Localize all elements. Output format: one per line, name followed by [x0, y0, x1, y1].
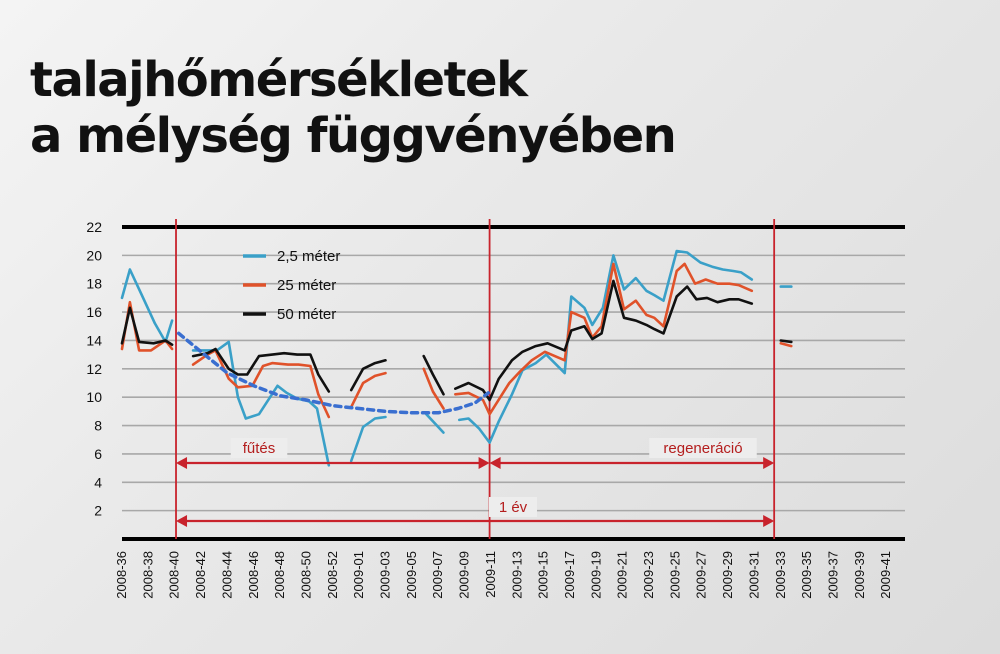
x-tick-label: 2008-48 [272, 551, 287, 599]
y-tick-label: 6 [94, 446, 102, 462]
series-line-segment [779, 339, 793, 344]
x-tick-label: 2009-29 [720, 551, 735, 599]
x-tick-label: 2009-23 [641, 551, 656, 599]
x-tick-labels: 2008-36 2008-38 2008-40 2008-42 2008-44 2008-… [114, 551, 893, 599]
arrow-head-left [489, 457, 501, 469]
x-tick-label: 2009-11 [483, 551, 498, 598]
x-tick-label: 2009-27 [694, 551, 709, 599]
series-line-segment [120, 306, 174, 347]
grid-layer [122, 225, 905, 541]
series-line-segment [176, 331, 491, 415]
x-tick-label: 2009-13 [509, 551, 524, 599]
year-label-bg [489, 497, 537, 517]
x-tick-label: 2009-19 [588, 551, 603, 599]
series-line-segment [453, 279, 754, 402]
y-tick-label: 4 [94, 474, 102, 490]
regeneration-label-bg [649, 438, 757, 458]
legend: 2,5 méter 25 méter 50 méter [243, 248, 340, 323]
x-tick-label: 2009-33 [773, 551, 788, 599]
x-tick-label: 2008-50 [298, 551, 313, 599]
arrow-head-right [763, 457, 775, 469]
x-tick-label: 2009-15 [536, 551, 551, 599]
legend-label: 25 méter [277, 277, 336, 294]
x-tick-label: 2008-52 [325, 551, 340, 599]
y-tick-label: 12 [86, 361, 102, 377]
x-tick-label: 2008-36 [114, 551, 129, 599]
x-tick-label: 2009-25 [667, 551, 682, 599]
annotations: fűtés regeneráció 1 év [176, 438, 775, 527]
arrow-head-left [176, 515, 188, 527]
x-tick-label: 2009-31 [746, 551, 761, 599]
arrow-head-right [763, 515, 775, 527]
x-tick-label: 2009-17 [562, 551, 577, 599]
y-tick-label: 14 [86, 332, 102, 348]
x-tick-label: 2009-01 [351, 551, 366, 599]
series-line-segment [191, 340, 331, 467]
series-line-segment [424, 412, 445, 434]
series-line-segment [349, 358, 387, 392]
x-tick-label: 2008-40 [167, 551, 182, 599]
period-markers [175, 219, 776, 539]
y-tick-labels: 2 4 6 8 10 12 14 16 18 20 22 [86, 219, 102, 519]
title-line-2: a mélység függvényében [30, 108, 677, 164]
series-layer [120, 249, 793, 467]
x-tick-label: 2009-35 [799, 551, 814, 599]
series-50-m-ter [120, 279, 793, 402]
x-tick-label: 2009-39 [852, 551, 867, 599]
y-tick-label: 22 [86, 219, 102, 235]
y-tick-label: 2 [94, 503, 102, 519]
y-tick-label: 8 [94, 418, 102, 434]
arrow-head-left [176, 457, 188, 469]
title-line-1: talajhőmérsékletek [30, 52, 528, 108]
x-tick-label: 2009-37 [825, 551, 840, 599]
series-line-segment [120, 268, 174, 344]
x-tick-label: 2009-05 [404, 551, 419, 599]
x-tick-label: 2009-09 [457, 551, 472, 599]
x-tick-label: 2008-46 [246, 551, 261, 599]
legend-label: 2,5 méter [277, 248, 340, 265]
y-tick-label: 16 [86, 304, 102, 320]
heating-label-bg [230, 438, 288, 458]
series-line-segment [349, 415, 387, 463]
x-tick-label: 2008-38 [140, 551, 155, 599]
x-tick-label: 2009-03 [378, 551, 393, 599]
y-tick-label: 10 [86, 389, 102, 405]
x-tick-label: 2009-07 [430, 551, 445, 599]
series-trend [176, 331, 491, 415]
y-tick-label: 18 [86, 276, 102, 292]
x-tick-label: 2008-42 [193, 551, 208, 599]
series-2-5-m-ter [120, 249, 793, 467]
year-label: 1 év [499, 499, 528, 516]
series-line-segment [349, 371, 387, 409]
x-tick-label: 2009-41 [878, 551, 893, 599]
legend-label: 50 méter [277, 306, 336, 323]
arrow-head-right [478, 457, 490, 469]
x-tick-label: 2008-44 [219, 551, 234, 599]
series-line-segment [453, 262, 754, 416]
series-line-segment [779, 341, 793, 348]
chart-title: talajhőmérsékletek a mélység függvényébe… [30, 52, 677, 164]
x-tick-label: 2009-21 [615, 551, 630, 599]
series-line-segment [457, 249, 754, 444]
heating-label: fűtés [243, 440, 276, 457]
y-tick-label: 20 [86, 247, 102, 263]
regeneration-label: regeneráció [663, 440, 742, 457]
